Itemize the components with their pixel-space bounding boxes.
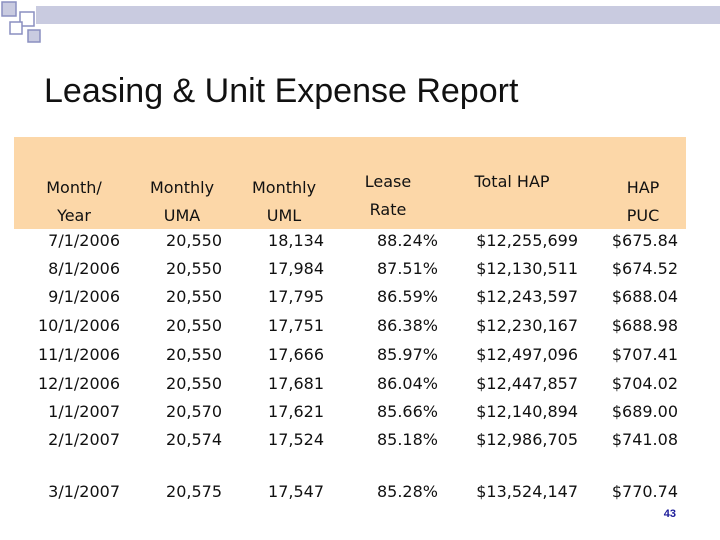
cell-rate: 86.38% <box>376 316 438 335</box>
cell-uma: 20,550 <box>166 259 222 278</box>
cell-month: 8/1/2006 <box>48 259 120 278</box>
cell-hap-puc: $770.74 <box>611 482 678 501</box>
cell-uma: 20,550 <box>166 345 222 364</box>
table-row: 11/1/2006 20,550 17,666 85.97% $12,497,0… <box>0 341 720 369</box>
cell-uma: 20,550 <box>166 231 222 250</box>
cell-rate: 85.18% <box>376 430 438 449</box>
cell-month: 2/1/2007 <box>48 430 120 449</box>
header-uma-line1: Monthly <box>149 178 215 197</box>
cell-uma: 20,550 <box>166 287 222 306</box>
cell-rate: 86.04% <box>376 374 438 393</box>
cell-month: 7/1/2006 <box>48 231 120 250</box>
cell-uml: 17,751 <box>268 316 324 335</box>
cell-month: 3/1/2007 <box>48 482 120 501</box>
header-uml-line1: Monthly <box>251 178 317 197</box>
table-header-band <box>14 137 686 229</box>
top-decor-band <box>36 6 720 24</box>
header-puc-line1: HAP <box>626 178 660 197</box>
header-puc-line2: PUC <box>626 206 660 225</box>
header-hap-puc: HAP PUC <box>600 174 686 230</box>
cell-rate: 85.28% <box>376 482 438 501</box>
cell-month: 12/1/2006 <box>37 374 120 393</box>
cell-hap-puc: $674.52 <box>611 259 678 278</box>
cell-hap-puc: $688.04 <box>611 287 678 306</box>
cell-total-hap: $12,140,894 <box>476 402 578 421</box>
cell-uml: 17,795 <box>268 287 324 306</box>
page-number: 43 <box>663 508 676 520</box>
cell-rate: 86.59% <box>376 287 438 306</box>
cell-hap-puc: $689.00 <box>611 402 678 421</box>
cell-uma: 20,570 <box>166 402 222 421</box>
cell-hap-puc: $688.98 <box>611 316 678 335</box>
cell-rate: 87.51% <box>376 259 438 278</box>
cell-uma: 20,574 <box>166 430 222 449</box>
header-uml-line2: UML <box>266 206 302 225</box>
header-month-line1: Month/ <box>46 178 102 197</box>
cell-total-hap: $12,447,857 <box>476 374 578 393</box>
header-total-hap-label: Total HAP <box>474 172 550 191</box>
header-month-line2: Year <box>57 206 91 225</box>
cell-uma: 20,550 <box>166 316 222 335</box>
cell-month: 1/1/2007 <box>48 402 120 421</box>
cell-total-hap: $13,524,147 <box>476 482 578 501</box>
table-row: 7/1/2006 20,550 18,134 88.24% $12,255,69… <box>0 227 720 255</box>
cell-uml: 17,666 <box>268 345 324 364</box>
header-month-year: Month/ Year <box>24 174 124 230</box>
cell-total-hap: $12,986,705 <box>476 430 578 449</box>
header-uma-line2: UMA <box>163 206 201 225</box>
cell-month: 9/1/2006 <box>48 287 120 306</box>
corner-squares-decoration <box>1 1 41 43</box>
header-rate-line2: Rate <box>369 200 407 219</box>
cell-total-hap: $12,255,699 <box>476 231 578 250</box>
cell-total-hap: $12,497,096 <box>476 345 578 364</box>
cell-hap-puc: $704.02 <box>611 374 678 393</box>
cell-uml: 17,984 <box>268 259 324 278</box>
cell-uml: 18,134 <box>268 231 324 250</box>
header-monthly-uma: Monthly UMA <box>132 174 232 230</box>
cell-rate: 85.66% <box>376 402 438 421</box>
slide-title: Leasing & Unit Expense Report <box>44 72 519 110</box>
cell-hap-puc: $675.84 <box>611 231 678 250</box>
cell-uml: 17,524 <box>268 430 324 449</box>
cell-rate: 88.24% <box>376 231 438 250</box>
table-row: 3/1/2007 20,575 17,547 85.28% $13,524,14… <box>0 478 720 506</box>
cell-hap-puc: $707.41 <box>611 345 678 364</box>
cell-uma: 20,575 <box>166 482 222 501</box>
header-total-hap: Total HAP <box>452 168 572 196</box>
table-row: 12/1/2006 20,550 17,681 86.04% $12,447,8… <box>0 370 720 398</box>
header-rate-line1: Lease <box>364 172 412 191</box>
table-row: 9/1/2006 20,550 17,795 86.59% $12,243,59… <box>0 283 720 311</box>
cell-hap-puc: $741.08 <box>611 430 678 449</box>
cell-month: 10/1/2006 <box>37 316 120 335</box>
cell-uml: 17,681 <box>268 374 324 393</box>
table-row: 8/1/2006 20,550 17,984 87.51% $12,130,51… <box>0 255 720 283</box>
cell-uml: 17,621 <box>268 402 324 421</box>
table-row: 1/1/2007 20,570 17,621 85.66% $12,140,89… <box>0 398 720 426</box>
cell-total-hap: $12,243,597 <box>476 287 578 306</box>
cell-total-hap: $12,130,511 <box>476 259 578 278</box>
cell-total-hap: $12,230,167 <box>476 316 578 335</box>
header-monthly-uml: Monthly UML <box>234 174 334 230</box>
cell-month: 11/1/2006 <box>37 345 120 364</box>
cell-uma: 20,550 <box>166 374 222 393</box>
header-lease-rate: Lease Rate <box>346 168 430 224</box>
cell-uml: 17,547 <box>268 482 324 501</box>
table-row: 2/1/2007 20,574 17,524 85.18% $12,986,70… <box>0 426 720 454</box>
cell-rate: 85.97% <box>376 345 438 364</box>
table-row: 10/1/2006 20,550 17,751 86.38% $12,230,1… <box>0 312 720 340</box>
